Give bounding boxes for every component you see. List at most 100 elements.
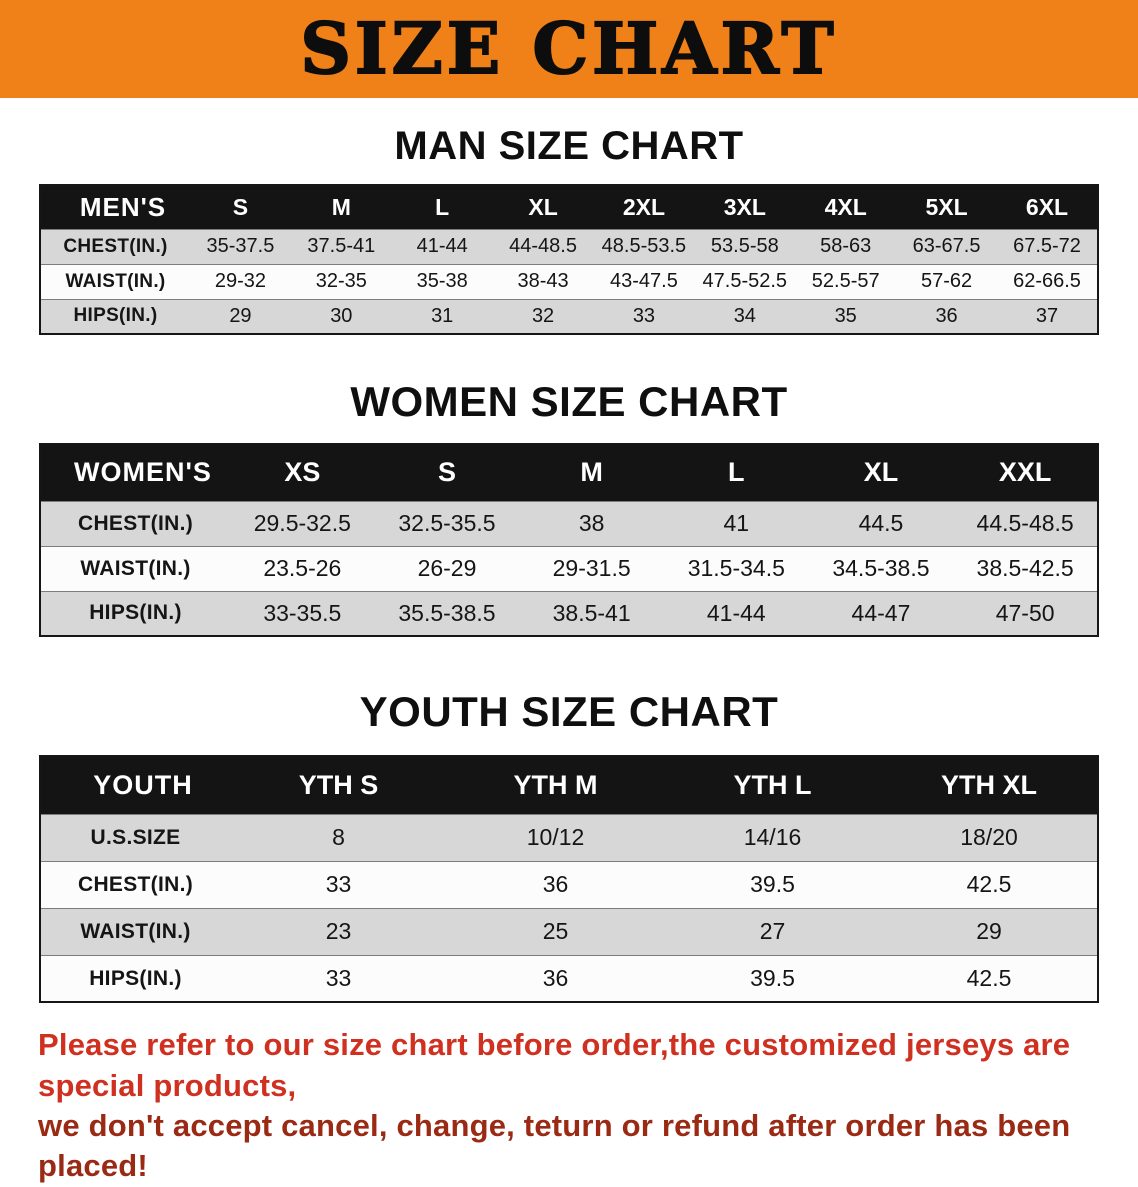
women-heading: WOMEN SIZE CHART (350, 378, 788, 425)
size-cell: 63-67.5 (912, 235, 981, 257)
size-cell: 29 (976, 918, 1002, 945)
header-cell: 6XL (997, 185, 1098, 229)
header-cell: XL (492, 185, 594, 229)
size-cell: 38.5-42.5 (976, 555, 1074, 582)
size-cell: 37 (1035, 304, 1059, 327)
header-cell: XL (808, 444, 954, 502)
size-cell: 58-63 (820, 235, 872, 257)
size-cell: 29-31.5 (552, 555, 631, 582)
header-cell: 2XL (593, 185, 695, 229)
women-size-table: WOMEN'S XS S M L XL XXL CHEST(IN.) 29.5-… (39, 443, 1099, 638)
size-cell: 41-44 (706, 599, 766, 626)
size-cell: 37.5-41 (307, 235, 376, 257)
banner: SIZE CHART (0, 0, 1138, 98)
youth-heading: YOUTH SIZE CHART (359, 688, 779, 736)
size-cell: 39.5 (750, 871, 795, 898)
size-cell: 38-43 (517, 270, 569, 292)
disclaimer-line-2: we don't accept cancel, change, teturn o… (38, 1107, 1071, 1184)
size-cell: 34 (733, 304, 756, 327)
table-row: CHEST(IN.) 35-37.5 37.5-41 41-44 44-48.5… (40, 229, 1098, 264)
size-cell: 34.5-38.5 (832, 555, 930, 582)
size-cell: 33 (632, 304, 656, 327)
youth-header-row: YOUTH YTH S YTH M YTH L YTH XL (40, 756, 1098, 815)
row-label: WAIST(IN.) (80, 919, 191, 943)
men-size-table: MEN'S S M L XL 2XL 3XL 4XL 5XL 6XL CHEST… (39, 184, 1099, 335)
disclaimer-line-1: Please refer to our size chart before or… (38, 1027, 1071, 1103)
size-cell: 27 (759, 918, 786, 945)
size-cell: 39.5 (750, 965, 795, 992)
men-header-row: MEN'S S M L XL 2XL 3XL 4XL 5XL 6XL (40, 185, 1098, 229)
header-cell: 4XL (795, 185, 897, 229)
header-cell: YTH L (664, 756, 881, 815)
size-cell: 23.5-26 (263, 555, 342, 582)
size-cell: 33-35.5 (263, 599, 342, 626)
table-row: HIPS(IN.) 29 30 31 32 33 34 35 36 37 (40, 299, 1098, 334)
size-cell: 44-48.5 (509, 235, 577, 257)
size-cell: 29 (229, 304, 252, 327)
youth-size-table: YOUTH YTH S YTH M YTH L YTH XL U.S.SIZE … (39, 755, 1099, 1004)
header-cell: YTH M (447, 756, 664, 815)
header-cell: S (374, 444, 520, 502)
row-label: WAIST(IN.) (80, 556, 191, 580)
header-cell: M (519, 444, 664, 502)
header-cell: S (190, 185, 291, 229)
size-cell: 53.5-58 (710, 235, 779, 257)
disclaimer: Please refer to our size chart before or… (38, 1025, 1100, 1186)
size-cell: 57-62 (920, 270, 973, 292)
size-cell: 14/16 (743, 824, 802, 851)
youth-section: YOUTH SIZE CHART YOUTH YTH S YTH M YTH L… (0, 688, 1138, 1004)
youth-table-title: YOUTH (40, 756, 230, 815)
size-cell: 62-66.5 (1013, 270, 1081, 292)
size-cell: 36 (935, 304, 958, 327)
size-cell: 33 (325, 871, 352, 898)
size-cell: 29-32 (214, 270, 267, 292)
size-cell: 36 (542, 871, 569, 898)
women-header-row: WOMEN'S XS S M L XL XXL (40, 444, 1098, 502)
size-cell: 18/20 (960, 824, 1018, 851)
size-cell: 48.5-53.5 (601, 235, 687, 257)
women-table-title: WOMEN'S (40, 444, 230, 502)
size-cell: 10/12 (526, 824, 585, 851)
size-cell: 32 (531, 304, 555, 327)
table-row: CHEST(IN.) 29.5-32.5 32.5-35.5 38 41 44.… (40, 501, 1098, 547)
size-cell: 35.5-38.5 (398, 599, 496, 626)
size-cell: 26-29 (417, 555, 477, 582)
size-cell: 44.5-48.5 (976, 510, 1074, 537)
size-cell: 35-37.5 (206, 235, 275, 257)
size-cell: 32.5-35.5 (398, 510, 496, 537)
header-cell: YTH S (230, 756, 447, 815)
size-cell: 67.5-72 (1013, 235, 1081, 257)
size-cell: 42.5 (966, 965, 1012, 992)
table-row: WAIST(IN.) 23 25 27 29 (40, 908, 1098, 956)
size-cell: 32-35 (315, 270, 367, 292)
men-heading: MAN SIZE CHART (394, 124, 744, 168)
size-cell: 38 (578, 510, 605, 537)
header-cell: XS (230, 444, 375, 502)
size-cell: 30 (330, 304, 353, 327)
size-cell: 47.5-52.5 (702, 270, 788, 292)
size-cell: 47-50 (995, 599, 1055, 626)
size-cell: 31.5-34.5 (687, 555, 785, 582)
table-row: CHEST(IN.) 33 36 39.5 42.5 (40, 861, 1098, 909)
row-label: HIPS(IN.) (89, 601, 182, 625)
women-section: WOMEN SIZE CHART WOMEN'S XS S M L XL XXL (0, 378, 1138, 638)
size-cell: 44-47 (851, 599, 911, 626)
header-cell: L (663, 444, 809, 502)
row-label: CHEST(IN.) (78, 511, 193, 535)
page-title: SIZE CHART (299, 7, 838, 90)
table-row: HIPS(IN.) 33-35.5 35.5-38.5 38.5-41 41-4… (40, 591, 1098, 637)
size-cell: 52.5-57 (811, 270, 880, 292)
size-cell: 29.5-32.5 (253, 510, 351, 537)
size-cell: 42.5 (966, 871, 1012, 898)
size-cell: 31 (431, 304, 454, 327)
size-cell: 33 (325, 965, 352, 992)
row-label: U.S.SIZE (90, 825, 181, 849)
size-cell: 35-38 (416, 270, 468, 292)
size-cell: 35 (834, 304, 857, 327)
size-cell: 23 (325, 918, 352, 945)
row-label: CHEST(IN.) (78, 872, 193, 896)
row-label: WAIST(IN.) (65, 270, 166, 292)
header-cell: L (391, 185, 493, 229)
table-row: WAIST(IN.) 29-32 32-35 35-38 38-43 43-47… (40, 264, 1098, 299)
